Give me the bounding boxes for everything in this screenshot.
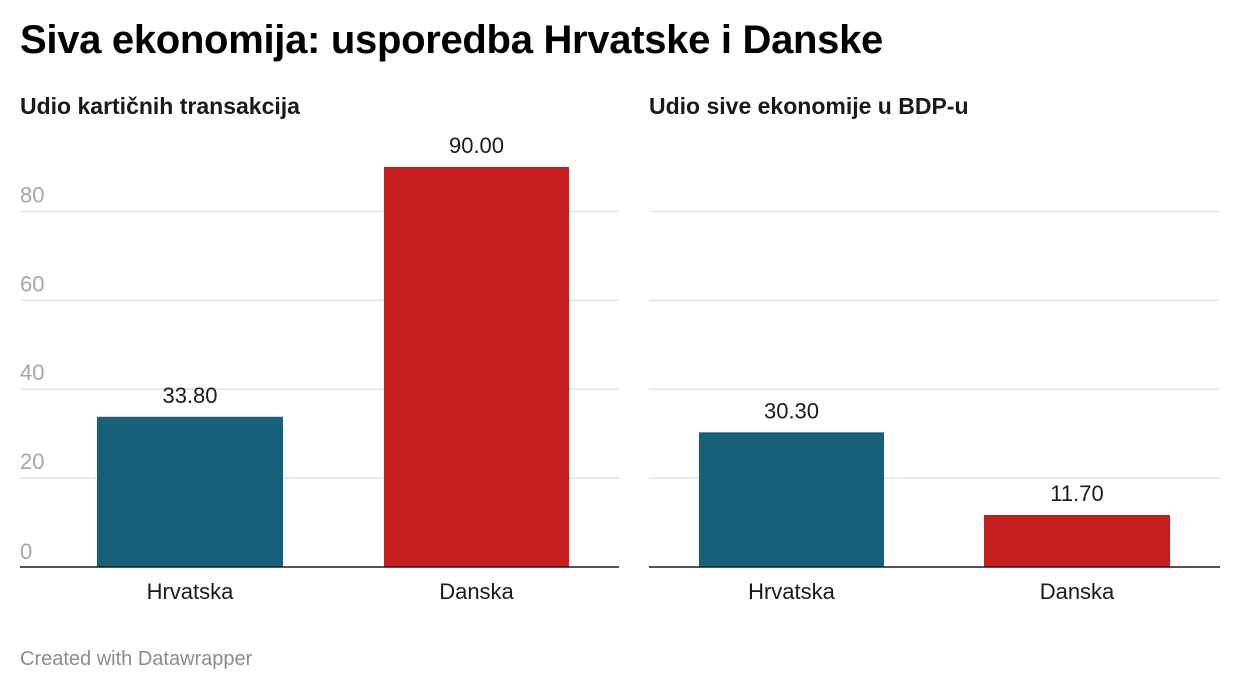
category-label: Hrvatska — [147, 579, 235, 604]
bar-danska — [384, 167, 569, 567]
category-label: Hrvatska — [748, 579, 836, 604]
footer-credit: Created with Datawrapper — [20, 648, 253, 670]
panel-title: Udio kartičnih transakcija — [20, 93, 300, 119]
value-label: 33.80 — [162, 383, 217, 408]
category-label: Danska — [439, 579, 514, 604]
panel-title: Udio sive ekonomije u BDP-u — [649, 93, 969, 119]
bar-hrvatska — [699, 432, 884, 567]
y-tick-label: 40 — [20, 360, 44, 385]
value-label: 90.00 — [449, 133, 504, 158]
y-tick-label: 80 — [20, 182, 44, 207]
bar-danska — [984, 515, 1170, 567]
chart-panel-2: Udio sive ekonomije u BDP-u 30.30 Hrvatska… — [649, 93, 1220, 604]
value-label: 11.70 — [1050, 481, 1103, 506]
value-label: 30.30 — [764, 398, 819, 423]
y-tick-label: 0 — [20, 539, 32, 564]
chart-panel-1: Udio kartičnih transakcija 0 20 40 60 80 33.80… — [20, 93, 619, 604]
y-tick-label: 60 — [20, 271, 44, 296]
category-label: Danska — [1040, 579, 1115, 604]
chart-title: Siva ekonomija: usporedba Hrvatske i Dan… — [20, 18, 883, 62]
bar-hrvatska — [97, 416, 283, 567]
y-tick-label: 20 — [20, 449, 44, 474]
